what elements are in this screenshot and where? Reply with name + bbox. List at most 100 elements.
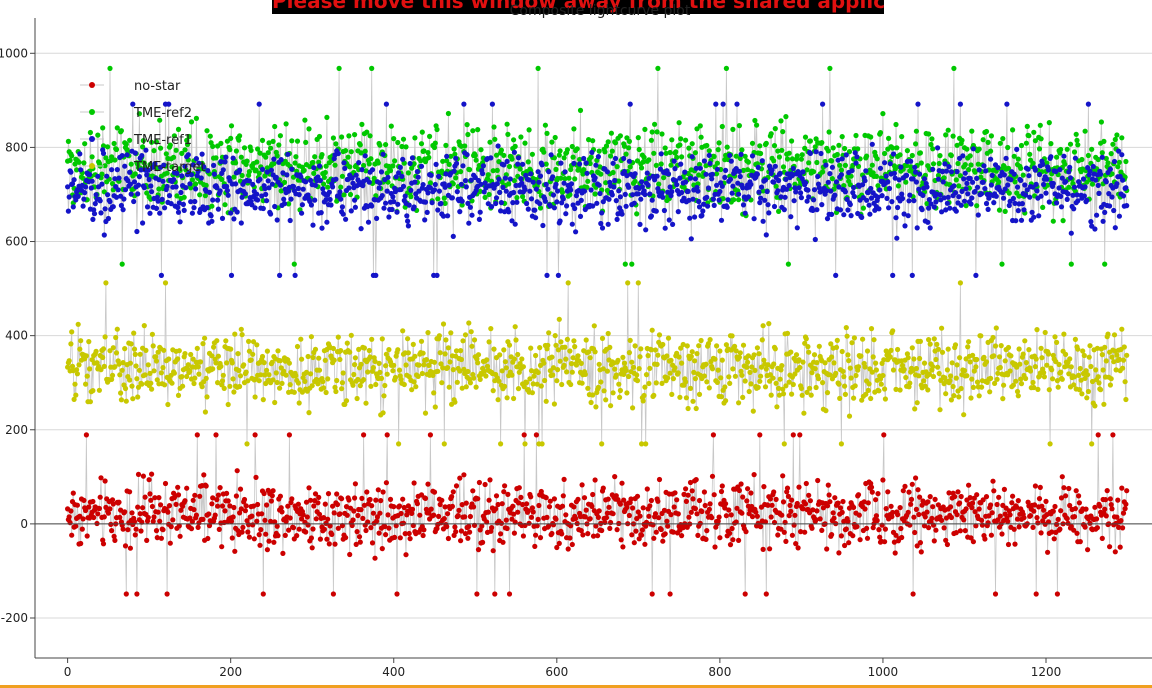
data-point <box>775 148 781 154</box>
data-point <box>880 477 886 483</box>
data-point <box>189 210 195 216</box>
data-point <box>717 348 723 354</box>
data-point <box>621 143 628 149</box>
data-point <box>715 518 721 524</box>
data-point <box>239 529 245 535</box>
data-point <box>1103 179 1109 185</box>
data-point <box>252 432 258 438</box>
data-point <box>837 207 844 213</box>
data-point <box>951 65 957 71</box>
data-point <box>868 395 874 402</box>
data-point <box>197 359 204 365</box>
data-point <box>259 137 266 143</box>
data-point <box>1059 175 1065 181</box>
data-point <box>905 355 911 361</box>
data-point <box>244 518 250 524</box>
data-point <box>650 522 656 528</box>
data-point <box>299 516 305 522</box>
data-point <box>1036 171 1043 178</box>
data-point <box>926 131 932 137</box>
data-point <box>825 148 831 154</box>
data-point <box>324 536 330 542</box>
data-point <box>789 391 795 397</box>
data-point <box>974 356 980 363</box>
data-point <box>680 525 686 531</box>
data-point <box>228 518 235 524</box>
data-point <box>677 142 683 148</box>
data-point <box>637 513 643 519</box>
data-point <box>656 476 663 483</box>
data-point <box>460 163 466 169</box>
data-point <box>626 158 633 164</box>
data-point <box>749 140 756 146</box>
data-point <box>228 135 234 141</box>
data-point <box>904 162 910 169</box>
data-point <box>737 350 743 356</box>
data-point <box>156 186 162 192</box>
data-point <box>1088 219 1094 225</box>
data-point <box>113 146 120 153</box>
data-point <box>777 170 783 176</box>
data-point <box>73 523 79 529</box>
data-point <box>337 511 343 517</box>
data-point <box>783 383 789 389</box>
data-point <box>786 379 792 385</box>
data-point <box>1023 360 1029 366</box>
data-point <box>1014 146 1020 152</box>
data-point <box>973 272 979 278</box>
data-point <box>117 372 123 378</box>
data-point <box>278 505 284 511</box>
data-point <box>890 145 896 151</box>
data-point <box>224 490 230 496</box>
data-point <box>323 389 329 396</box>
data-point <box>956 194 962 200</box>
data-point <box>673 149 679 155</box>
data-point <box>1032 138 1038 144</box>
data-point <box>236 367 242 374</box>
data-point <box>191 507 197 513</box>
data-point <box>647 503 653 509</box>
data-point <box>353 541 359 548</box>
data-point <box>131 519 138 525</box>
data-point <box>935 364 941 370</box>
data-point <box>586 137 592 143</box>
data-point <box>895 204 901 211</box>
data-point <box>258 372 264 378</box>
data-point <box>313 376 319 383</box>
data-point <box>763 366 769 372</box>
data-point <box>191 205 197 211</box>
data-point <box>748 381 754 387</box>
data-point <box>642 126 648 132</box>
data-point <box>824 503 831 509</box>
data-point <box>518 134 524 140</box>
data-point <box>989 172 995 178</box>
data-point <box>464 122 470 128</box>
data-point <box>1123 185 1129 191</box>
data-point <box>195 168 201 175</box>
data-point <box>798 529 804 535</box>
data-point <box>1098 387 1104 393</box>
data-point <box>774 404 780 410</box>
data-point <box>274 523 280 529</box>
data-point <box>831 515 837 521</box>
data-point <box>444 153 450 159</box>
data-point <box>921 378 927 384</box>
data-point <box>1015 393 1021 399</box>
data-point <box>112 537 118 544</box>
data-point <box>592 477 598 483</box>
data-point <box>1116 356 1122 363</box>
data-point <box>462 531 469 537</box>
data-point <box>739 147 745 153</box>
data-point <box>604 169 611 175</box>
data-point <box>1024 123 1030 129</box>
data-point <box>722 505 728 511</box>
data-point <box>427 133 433 139</box>
data-point <box>814 159 820 166</box>
data-point <box>664 518 670 524</box>
data-point <box>768 514 774 520</box>
data-point <box>209 501 215 507</box>
data-point <box>683 486 689 492</box>
data-point <box>557 218 563 224</box>
data-point <box>828 188 834 194</box>
data-point <box>636 146 642 153</box>
